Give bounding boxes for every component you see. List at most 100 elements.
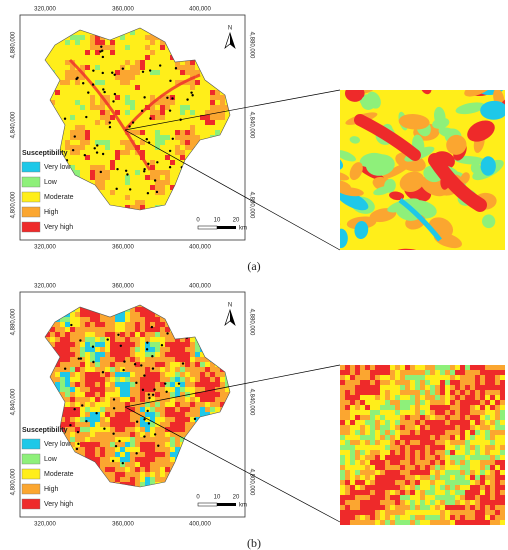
map-cell <box>90 180 95 185</box>
map-cell <box>115 337 120 342</box>
map-cell <box>95 417 100 422</box>
map-cell <box>165 120 170 125</box>
map-cell <box>135 382 140 387</box>
map-cell <box>80 412 85 417</box>
inset-cell <box>495 425 500 430</box>
map-cell <box>210 377 215 382</box>
inset-cell <box>440 370 445 375</box>
inset-cell <box>445 400 450 405</box>
landslide-point <box>147 422 151 425</box>
map-cell <box>175 160 180 165</box>
map-cell <box>195 392 200 397</box>
map-cell <box>80 332 85 337</box>
map-cell <box>165 462 170 467</box>
inset-cell <box>370 510 375 515</box>
map-cell <box>165 125 170 130</box>
inset-cell <box>435 455 440 460</box>
map-cell <box>145 427 150 432</box>
map-cell <box>185 85 190 90</box>
map-cell <box>160 402 165 407</box>
inset-cell <box>340 490 345 495</box>
inset-cell <box>435 430 440 435</box>
inset-cell <box>440 500 445 505</box>
legend-title: Susceptibility <box>22 150 68 157</box>
inset-cell <box>460 490 465 495</box>
inset-cell <box>355 430 360 435</box>
map-cell <box>100 140 105 145</box>
map-cell <box>120 180 125 185</box>
inset-cell <box>440 390 445 395</box>
map-cell <box>115 100 120 105</box>
landslide-point <box>92 360 95 364</box>
inset-cell <box>455 420 460 425</box>
map-cell <box>55 105 60 110</box>
map-cell <box>115 35 120 40</box>
inset-cell <box>430 465 435 470</box>
inset-cell <box>465 385 470 390</box>
inset-cell <box>425 465 430 470</box>
inset-cell <box>450 455 455 460</box>
map-cell <box>150 185 155 190</box>
map-cell <box>190 412 195 417</box>
map-cell <box>210 397 215 402</box>
inset-cell <box>365 390 370 395</box>
inset-cell <box>485 450 490 455</box>
landslide-point <box>83 153 87 157</box>
map-cell <box>195 397 200 402</box>
map-cell <box>105 447 110 452</box>
map-cell <box>170 372 175 377</box>
map-cell <box>145 85 150 90</box>
inset-cell <box>500 485 505 490</box>
landslide-point <box>128 188 132 191</box>
inset-cell <box>360 515 365 520</box>
map-cell <box>190 342 195 347</box>
map-cell <box>130 437 135 442</box>
inset-cell <box>495 450 500 455</box>
inset-cell <box>415 430 420 435</box>
map-cell <box>130 457 135 462</box>
inset-cell <box>475 460 480 465</box>
inset-cell <box>370 375 375 380</box>
map-cell <box>170 160 175 165</box>
map-cell <box>115 195 120 200</box>
inset-cell <box>345 465 350 470</box>
inset-cell <box>375 510 380 515</box>
map-cell <box>175 95 180 100</box>
inset-cell <box>370 385 375 390</box>
inset-cell <box>380 475 385 480</box>
inset-cell <box>355 470 360 475</box>
inset-cell <box>445 395 450 400</box>
map-cell <box>165 55 170 60</box>
inset-cell <box>445 435 450 440</box>
map-cell <box>65 60 70 65</box>
inset-cell <box>465 410 470 415</box>
map-cell <box>110 332 115 337</box>
map-cell <box>190 145 195 150</box>
map-cell <box>140 447 145 452</box>
map-cell <box>60 367 65 372</box>
map-cell <box>135 105 140 110</box>
map-cell <box>170 437 175 442</box>
map-cell <box>115 322 120 327</box>
inset-cell <box>405 500 410 505</box>
map-cell <box>55 377 60 382</box>
y-coordinate-label: 4,840,000 <box>248 112 254 139</box>
map-cell <box>115 185 120 190</box>
inset-cell <box>470 520 475 525</box>
inset-cell <box>495 440 500 445</box>
inset-patch <box>398 114 430 130</box>
inset-cell <box>470 510 475 515</box>
map-cell <box>170 115 175 120</box>
map-cell <box>200 357 205 362</box>
map-cell <box>130 110 135 115</box>
map-cell <box>110 357 115 362</box>
map-cell <box>75 342 80 347</box>
map-cell <box>135 165 140 170</box>
inset-cell <box>420 470 425 475</box>
map-cell <box>180 140 185 145</box>
inset-cell <box>410 380 415 385</box>
map-cell <box>170 100 175 105</box>
map-cell <box>195 412 200 417</box>
landslide-point <box>128 125 131 128</box>
map-cell <box>135 362 140 367</box>
